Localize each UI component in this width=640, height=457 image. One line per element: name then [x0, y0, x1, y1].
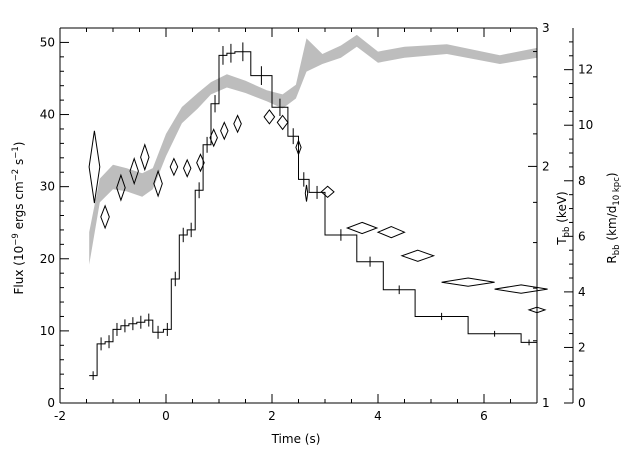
radius-tick-label: 12	[578, 63, 593, 77]
radius-tick-label: 6	[578, 229, 586, 243]
radius-diamond	[209, 128, 218, 148]
y-tick-label: 40	[40, 108, 55, 122]
radius-diamond	[196, 153, 205, 173]
y-tick-label: 50	[40, 35, 55, 49]
radius-diamond	[129, 157, 139, 186]
y-tick-label: 20	[40, 252, 55, 266]
y-axis-title: Flux (10−9 ergs cm−2 s−1)	[11, 142, 26, 295]
radius-diamond	[182, 158, 192, 178]
temperature-band-layer	[89, 34, 537, 265]
radius-diamond	[400, 249, 436, 262]
radius-diamond	[263, 109, 276, 125]
temperature-tick-label: 2	[542, 159, 550, 173]
radius-diamond	[100, 204, 110, 230]
radius-diamond	[441, 277, 495, 287]
radius-diamond	[220, 121, 229, 141]
temperature-band	[89, 34, 537, 265]
radius-tick-label: 10	[578, 118, 593, 132]
x-tick-label: 6	[480, 409, 488, 423]
radius-tick-label: 2	[578, 340, 586, 354]
flux-histogram-layer	[89, 42, 537, 380]
radius-diamond	[88, 130, 101, 204]
radius-tick-label: 8	[578, 174, 586, 188]
x-axis-title: Time (s)	[271, 432, 321, 446]
flux-histogram-line	[89, 51, 537, 377]
radius-diamond	[494, 284, 548, 294]
y-tick-label: 30	[40, 180, 55, 194]
radius-diamond	[116, 173, 126, 202]
temperature-axis-title: Tbb (keV)	[555, 191, 572, 245]
radius-diamond	[345, 221, 379, 235]
x-tick-label: -2	[54, 409, 66, 423]
x-tick-label: 2	[268, 409, 276, 423]
temperature-tick-label: 3	[542, 21, 550, 35]
radius-tick-label: 0	[578, 396, 586, 410]
radius-diamond	[169, 157, 179, 177]
temperature-tick-label: 1	[542, 396, 550, 410]
radius-diamond	[276, 114, 289, 131]
radius-diamond	[295, 139, 302, 156]
y-tick-label: 0	[47, 396, 55, 410]
radius-diamond	[233, 114, 242, 134]
radius-diamond	[376, 226, 406, 239]
x-tick-label: 0	[162, 409, 170, 423]
radius-diamond	[140, 143, 150, 172]
radius-diamond-layer	[88, 109, 548, 314]
radius-axis-title: Rbb (km/d10 kpc)	[605, 172, 622, 263]
radius-diamond	[304, 184, 309, 202]
radius-diamond	[320, 185, 335, 199]
radius-diamond	[153, 169, 163, 198]
y-tick-label: 10	[40, 324, 55, 338]
x-tick-label: 4	[374, 409, 382, 423]
radius-tick-label: 4	[578, 285, 586, 299]
